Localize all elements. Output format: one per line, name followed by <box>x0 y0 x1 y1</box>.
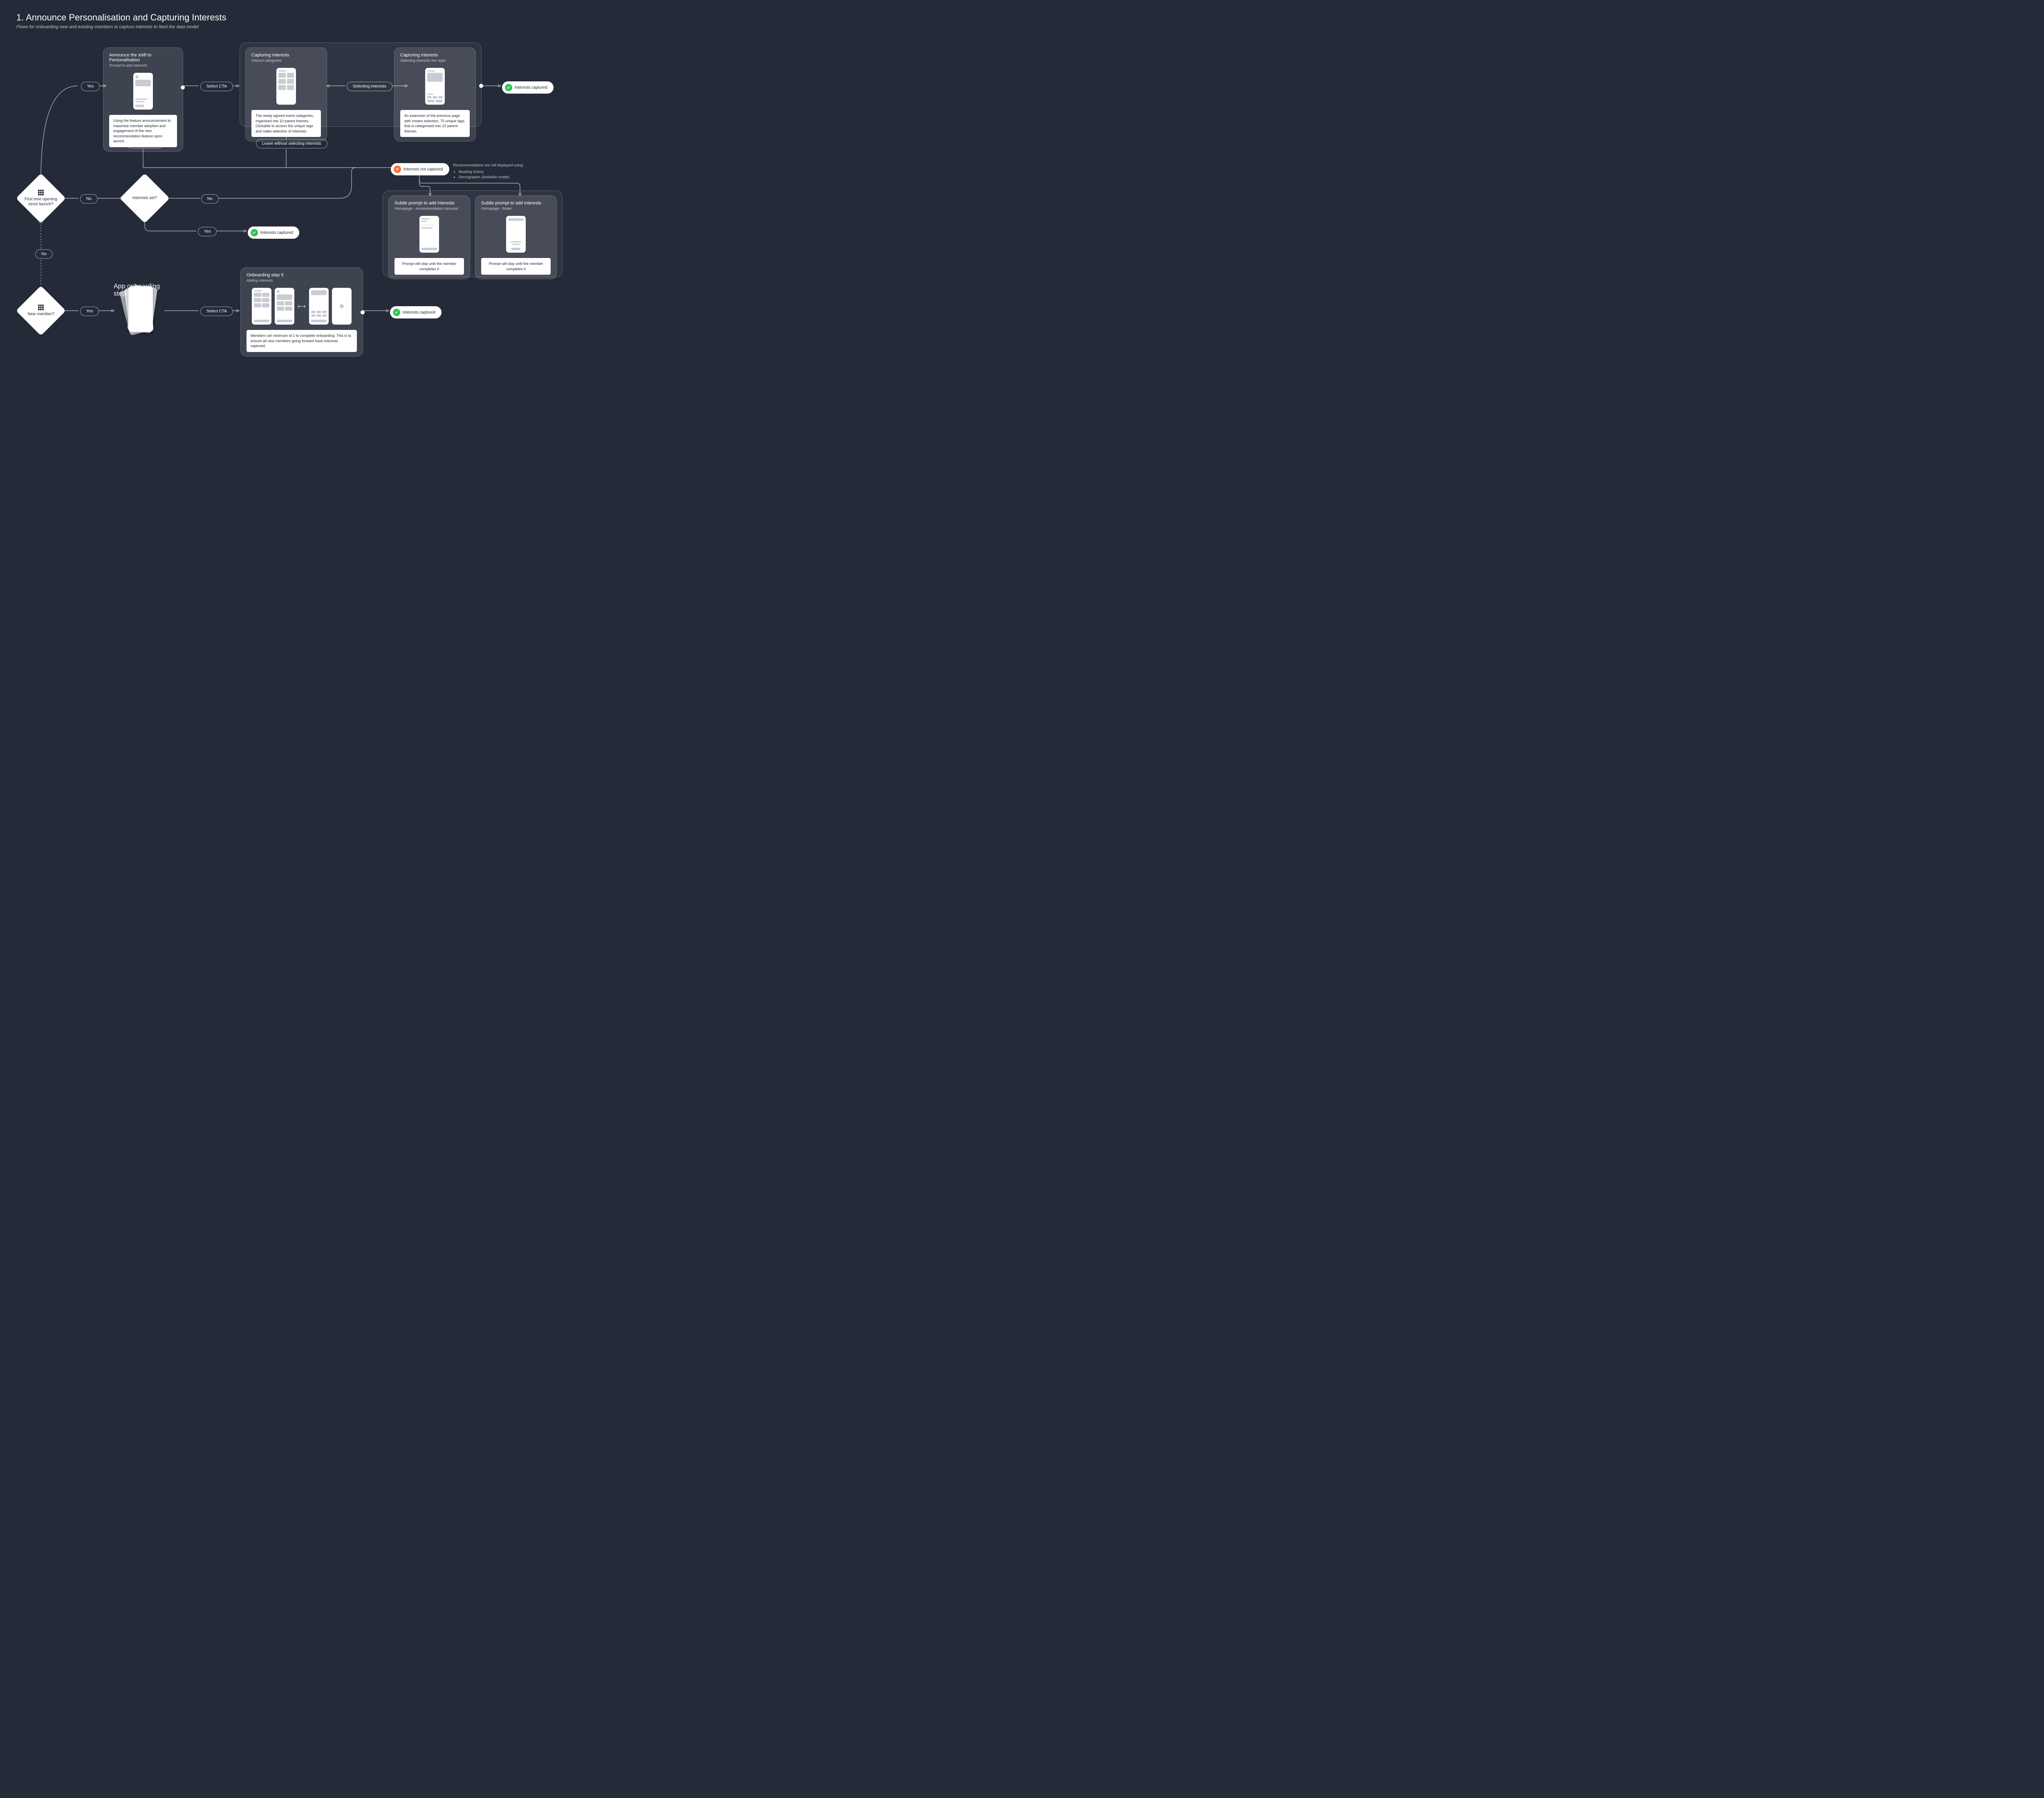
phone-mock <box>276 68 296 105</box>
decision-label: Interests set? <box>132 196 157 200</box>
decision-interests-set: Interests set? <box>120 174 169 223</box>
phone-mock <box>252 288 271 325</box>
card-onboarding-step5: Onboarding step 5 Adding interests ⟷ <box>240 267 363 356</box>
check-icon <box>251 229 258 236</box>
card-caption: Prompt will stay until the member comple… <box>394 258 464 275</box>
page-subtitle: Flows for onboarding new and existing me… <box>16 25 226 29</box>
status-interests-not-captured: Interests not captured <box>391 163 449 175</box>
card-subtitle: Adding interests <box>247 278 357 282</box>
annotation-bullet: Demographic (lookalike model) <box>459 175 535 180</box>
card-title: Capturing interests <box>251 53 321 58</box>
status-interests-captured: Interests captured <box>502 81 554 94</box>
decision-first-open: First time opening since launch? <box>16 174 65 223</box>
status-interests-captured: Interests captured <box>248 226 299 239</box>
card-onboarding-stack: App onboarding step 1 of 5 <box>116 278 165 343</box>
card-caption: Members set minimum of 1 to complete onb… <box>247 330 357 352</box>
close-icon <box>394 166 401 173</box>
status-label: Interests captured <box>403 310 435 315</box>
check-icon <box>393 309 400 316</box>
edge-label-no: No <box>35 249 53 259</box>
phone-mock <box>133 73 153 110</box>
edge-label-no: No <box>201 194 219 204</box>
phone-mock <box>419 216 439 253</box>
card-caption: Using the feature announcement to maximi… <box>109 115 177 147</box>
edge-label-select-cta: Select CTA <box>200 82 233 91</box>
card-subtitle: Homepage - footer <box>481 206 551 211</box>
card-subtitle: Homepage - recommendation carousel <box>394 206 464 211</box>
grid-icon <box>38 190 44 195</box>
check-icon <box>340 304 344 308</box>
phone-mock <box>309 288 329 325</box>
card-subtitle: Prompt to add interests <box>109 63 177 67</box>
page-header: 1. Announce Personalisation and Capturin… <box>16 12 226 29</box>
annotation-bullet: Booking history <box>459 169 535 175</box>
card-capture-categories: Capturing interests Interest categories … <box>245 47 327 141</box>
card-subtle-carousel: Subtle prompt to add interests Homepage … <box>388 195 470 279</box>
page-title: 1. Announce Personalisation and Capturin… <box>16 12 226 23</box>
card-caption: Prompt will stay until the member comple… <box>481 258 551 275</box>
card-caption: An extension of the previous page with i… <box>400 110 470 137</box>
card-caption: The newly agreed event categories, organ… <box>251 110 321 137</box>
status-label: Interests not captured <box>403 167 443 172</box>
phone-mock <box>332 288 352 325</box>
edge-label-yes: Yes <box>198 227 217 236</box>
decision-label: First time opening since launch? <box>25 197 57 207</box>
phone-mock <box>506 216 526 253</box>
phone-mock <box>425 68 445 105</box>
annotation-lead: Recommendations are still displayed usin… <box>453 163 524 167</box>
card-title: Subtle prompt to add interests <box>481 201 551 206</box>
card-title: Subtle prompt to add interests <box>394 201 464 206</box>
card-title: Onboarding step 5 <box>247 273 357 278</box>
annotation-not-captured: Recommendations are still displayed usin… <box>453 163 535 180</box>
card-announce: Announce the shift to Personalisation Pr… <box>103 47 183 152</box>
card-title: Announce the shift to Personalisation <box>109 53 177 63</box>
check-icon <box>505 84 512 91</box>
card-subtitle: Interest categories <box>251 58 321 63</box>
decision-label: New member? <box>27 312 54 316</box>
edge-label-yes: Yes <box>81 82 100 91</box>
status-label: Interests captured <box>515 85 547 90</box>
edge-label-yes: Yes <box>80 307 99 316</box>
card-subtle-footer: Subtle prompt to add interests Homepage … <box>475 195 557 279</box>
card-title: Capturing interests <box>400 53 470 58</box>
grid-icon <box>38 305 44 310</box>
status-interests-captured: Interests captured <box>390 306 442 318</box>
card-subtitle: Selecting interests live layer <box>400 58 470 63</box>
status-label: Interests captured <box>260 231 293 235</box>
decision-new-member: New member? <box>16 286 65 335</box>
phone-mock <box>275 288 294 325</box>
edge-label-select-cta: Select CTA <box>200 307 233 316</box>
bidirectional-arrow-icon: ⟷ <box>298 303 306 310</box>
card-capture-live: Capturing interests Selecting interests … <box>394 47 476 141</box>
edge-label-no: No <box>80 194 98 204</box>
